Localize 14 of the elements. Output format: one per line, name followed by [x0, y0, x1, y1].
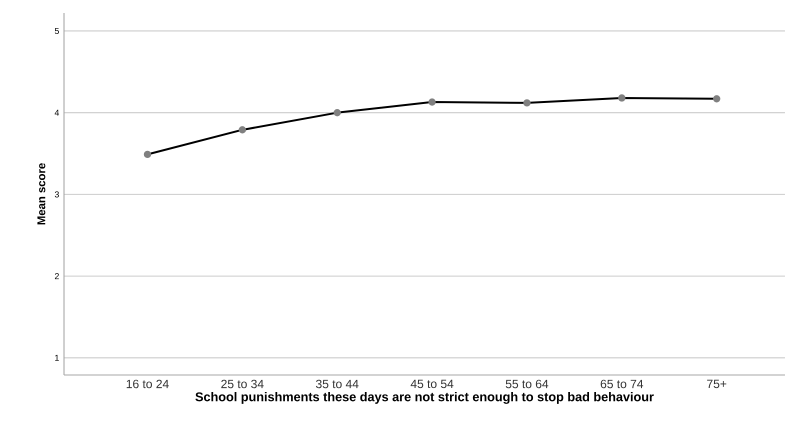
y-tick-label: 5 [54, 28, 59, 34]
y-axis-title: Mean score [37, 163, 46, 224]
x-tick-label: 35 to 44 [316, 380, 359, 388]
x-tick-label: 75+ [707, 380, 726, 388]
y-tick-label: 2 [54, 273, 59, 280]
y-tick-label: 1 [55, 354, 59, 361]
y-tick-label: 4 [54, 110, 60, 116]
x-tick-label: 16 to 24 [126, 380, 169, 388]
x-tick-label: 55 to 64 [506, 380, 548, 388]
x-tick-label: 25 to 34 [221, 380, 264, 388]
x-tick-label: 45 to 54 [410, 380, 454, 388]
x-axis-title: School punishments these days are not strict enough to stop bad behaviour [195, 392, 654, 404]
y-tick-label: 3 [54, 191, 59, 198]
x-tick-label: 65 to 74 [600, 380, 644, 388]
